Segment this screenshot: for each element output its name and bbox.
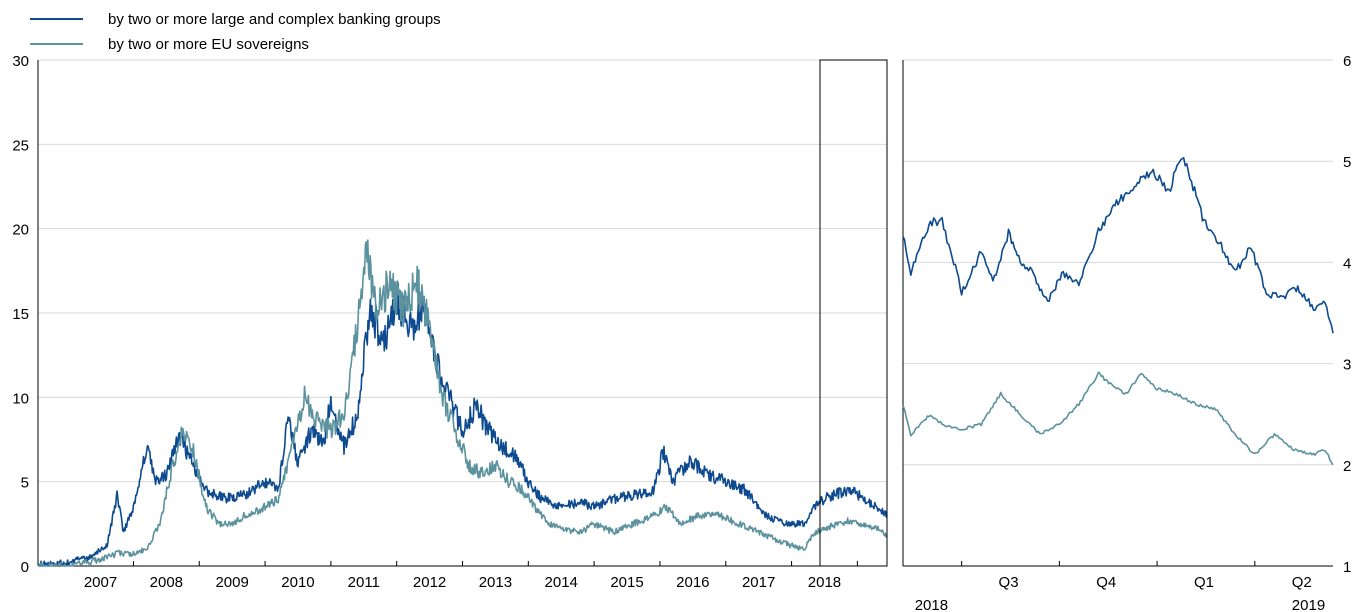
zoom-highlight-box <box>819 59 888 567</box>
y-tick-label: 1 <box>1343 559 1351 576</box>
series-line-sovereigns <box>37 239 888 567</box>
y-tick-label: 3 <box>1343 357 1351 374</box>
left-panel: 0 5 10 15 20 25 30 2007 2008 2009 2010 2011 2012 2013… <box>12 53 888 591</box>
series-line-banks <box>37 282 888 567</box>
y-tick-label: 10 <box>12 390 29 407</box>
legend-label-banks: by two or more large and complex banking… <box>108 11 441 28</box>
x-tick-label: 2008 <box>150 574 183 591</box>
x-tick-label: 2018 <box>808 574 841 591</box>
y-tick-label: 5 <box>1343 154 1351 171</box>
year-label: 2018 <box>915 597 948 612</box>
y-tick-label: 5 <box>21 475 29 492</box>
series-line-sovereigns <box>902 371 1334 466</box>
legend-label-sovereigns: by two or more EU sovereigns <box>108 36 309 53</box>
y-tick-label: 0 <box>21 559 29 576</box>
x-tick-label: Q2 <box>1292 574 1312 591</box>
x-tick-label: 2015 <box>610 574 643 591</box>
x-tick-label: 2017 <box>742 574 775 591</box>
y-tick-label: 4 <box>1343 255 1351 272</box>
x-tick-label: 2013 <box>479 574 512 591</box>
y-tick-label: 30 <box>12 53 29 70</box>
x-tick-label: 2014 <box>545 574 578 591</box>
legend: by two or more large and complex banking… <box>30 11 441 53</box>
y-tick-label: 25 <box>12 137 29 154</box>
y-tick-label: 20 <box>12 222 29 239</box>
year-label: 2019 <box>1292 597 1325 612</box>
x-tick-label: 2012 <box>413 574 446 591</box>
x-tick-label: 2016 <box>676 574 709 591</box>
x-tick-label: Q3 <box>999 574 1019 591</box>
x-tick-label: 2011 <box>348 574 380 591</box>
x-tick-label: Q4 <box>1096 574 1116 591</box>
y-tick-label: 2 <box>1343 458 1351 475</box>
series-line-banks <box>902 157 1334 334</box>
right-panel: 1 2 3 4 5 6 Q3 Q4 Q1 Q2 2018 2019 <box>902 53 1351 612</box>
y-tick-label: 6 <box>1343 53 1351 70</box>
x-tick-label: Q1 <box>1194 574 1214 591</box>
x-tick-label: 2009 <box>215 574 248 591</box>
x-tick-label: 2010 <box>281 574 314 591</box>
x-tick-label: 2007 <box>84 574 117 591</box>
y-tick-label: 15 <box>12 306 29 323</box>
